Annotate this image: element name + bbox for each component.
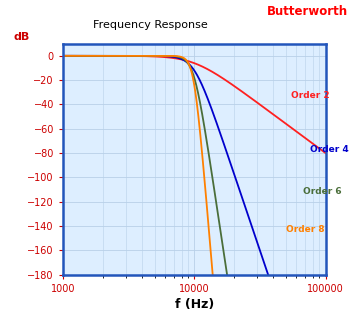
X-axis label: f (Hz): f (Hz) [175, 298, 214, 311]
Text: Order 4: Order 4 [310, 145, 349, 154]
Text: Order 2: Order 2 [292, 91, 330, 100]
Text: dB: dB [14, 32, 30, 42]
Text: Order 6: Order 6 [303, 188, 341, 197]
Text: Butterworth: Butterworth [267, 5, 348, 18]
Text: Order 8: Order 8 [286, 225, 324, 234]
Text: Frequency Response: Frequency Response [93, 20, 208, 30]
